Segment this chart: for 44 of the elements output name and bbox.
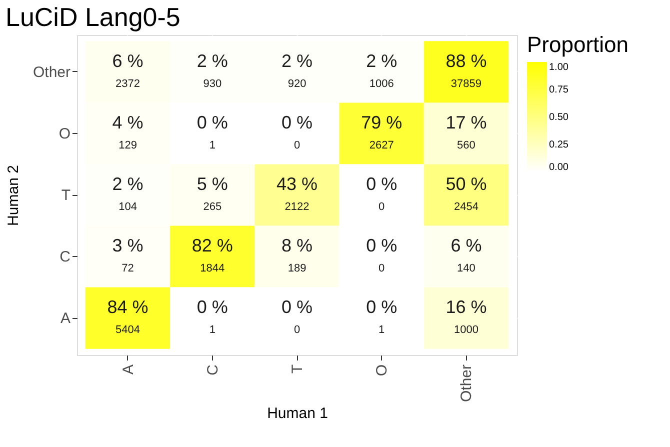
text: 79 % 2627: [361, 112, 402, 152]
text: 3 % 72: [112, 236, 144, 275]
text: 43 % 2122: [276, 174, 318, 213]
color-bar-label: 0.00: [549, 162, 569, 173]
x-tick-label: O: [374, 364, 391, 376]
text: 0 % 1: [196, 297, 228, 336]
text: 0 % 0: [366, 236, 398, 275]
x-tick-label: C: [204, 364, 222, 376]
text: 82 % 1844: [192, 236, 233, 275]
text: 2 % 930: [196, 50, 228, 90]
y-tick-label: C: [60, 248, 71, 266]
text: 2 % 920: [281, 50, 313, 90]
chart-title: LuCiD Lang0-5: [5, 2, 180, 32]
text: 0 % 1: [196, 112, 228, 152]
text: 0 % 0: [281, 112, 313, 152]
text: 50 % 2454: [446, 174, 487, 213]
text: 2 % 1006: [366, 50, 398, 90]
y-tick-label: O: [58, 125, 70, 142]
text: 2 % 104: [112, 174, 144, 213]
text: 84 % 5404: [107, 297, 148, 336]
color-bar-label: 0.50: [549, 112, 569, 123]
x-tick-label: T: [289, 364, 306, 374]
text: 16 % 1000: [446, 297, 487, 336]
y-tick-label: Other: [32, 64, 71, 81]
y-tick-label: A: [60, 310, 70, 328]
color-bar-title: Proportion: [527, 32, 629, 57]
text: 0 % 0: [281, 297, 313, 336]
text: 88 % 37859: [446, 50, 487, 90]
y-tick-label: T: [61, 187, 70, 204]
text: 0 % 0: [366, 174, 398, 213]
text: 8 % 189: [281, 236, 313, 275]
x-tick-label: Other: [458, 364, 476, 402]
text: 17 % 560: [446, 112, 487, 152]
x-axis-title: Human 1: [267, 405, 328, 422]
y-axis-title: Human 2: [4, 165, 22, 226]
color-bar-label: 0.75: [549, 84, 569, 96]
color-bar-label: 1.00: [549, 62, 569, 73]
text: 0 % 1: [366, 297, 398, 336]
text: 4 % 129: [112, 112, 144, 152]
color-bar-label: 0.25: [549, 140, 569, 150]
text: 6 % 140: [450, 236, 482, 275]
text: 5 % 265: [196, 174, 228, 213]
text: 6 % 2372: [112, 50, 144, 90]
x-tick-label: A: [120, 364, 137, 375]
